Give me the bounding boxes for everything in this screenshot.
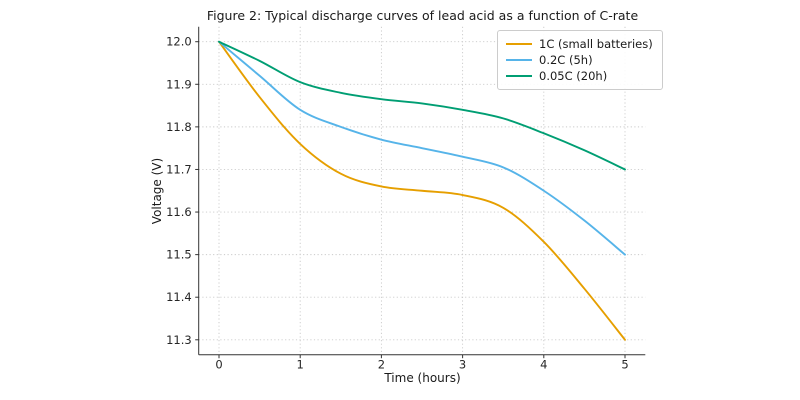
chart-title: Figure 2: Typical discharge curves of le… bbox=[206, 8, 639, 23]
y-tick-label: 11.7 bbox=[166, 162, 192, 176]
legend-line-swatch bbox=[506, 59, 532, 61]
legend-item: 0.05C (20h) bbox=[506, 68, 653, 84]
y-tick-label: 11.4 bbox=[166, 290, 192, 304]
legend-label: 1C (small batteries) bbox=[539, 37, 653, 51]
curve-0 bbox=[218, 40, 626, 341]
legend-label: 0.2C (5h) bbox=[539, 53, 593, 67]
y-tick-label: 11.3 bbox=[166, 333, 192, 347]
legend-item: 0.2C (5h) bbox=[506, 52, 653, 68]
curve-2 bbox=[218, 40, 626, 171]
legend-item: 1C (small batteries) bbox=[506, 36, 653, 52]
y-axis-label: Voltage (V) bbox=[150, 157, 164, 225]
x-axis-label: Time (hours) bbox=[384, 371, 461, 385]
legend: 1C (small batteries) 0.2C (5h) 0.05C (20h) bbox=[497, 30, 663, 90]
y-tick-label: 12.0 bbox=[166, 35, 192, 49]
y-tick-label: 11.9 bbox=[166, 77, 192, 91]
x-tick-label: 4 bbox=[540, 358, 547, 372]
x-tick-label: 5 bbox=[621, 358, 628, 372]
y-tick-label: 11.6 bbox=[166, 205, 192, 219]
legend-line-swatch bbox=[506, 75, 532, 77]
x-tick-label: 1 bbox=[297, 358, 304, 372]
y-tick-label: 11.5 bbox=[166, 248, 192, 262]
curve-1 bbox=[218, 40, 626, 256]
x-tick-label: 3 bbox=[459, 358, 466, 372]
x-tick-label: 2 bbox=[378, 358, 385, 372]
legend-line-swatch bbox=[506, 43, 532, 45]
legend-label: 0.05C (20h) bbox=[539, 69, 608, 83]
y-tick-label: 11.8 bbox=[166, 120, 192, 134]
x-tick-label: 0 bbox=[215, 358, 222, 372]
